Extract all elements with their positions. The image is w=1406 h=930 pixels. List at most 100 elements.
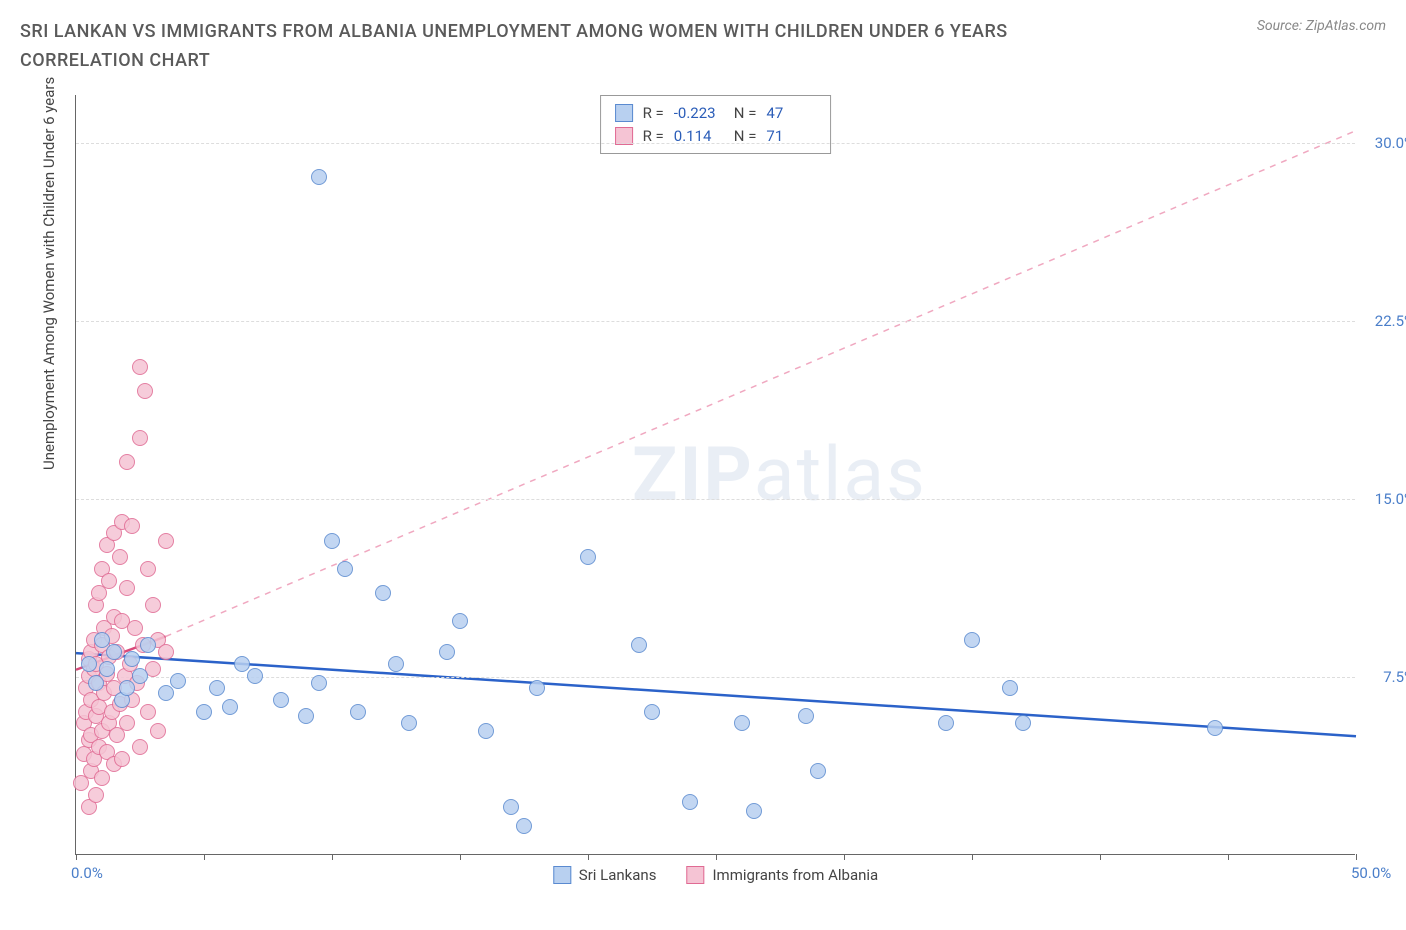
watermark: ZIPatlas	[632, 431, 927, 519]
y-tick-label: 30.0%	[1375, 134, 1406, 152]
scatter-point	[478, 723, 494, 739]
scatter-point	[1002, 680, 1018, 696]
scatter-point	[631, 637, 647, 653]
scatter-point	[1015, 715, 1031, 731]
scatter-point	[101, 573, 117, 589]
scatter-point	[127, 620, 143, 636]
x-tick-label: 0.0%	[71, 864, 103, 882]
scatter-point	[81, 656, 97, 672]
scatter-point	[938, 715, 954, 731]
scatter-point	[124, 518, 140, 534]
y-tick-label: 7.5%	[1383, 668, 1406, 686]
legend-item: Immigrants from Albania	[686, 866, 878, 884]
x-tick	[1228, 854, 1229, 860]
scatter-point	[798, 708, 814, 724]
stat-r-label: R =	[643, 125, 664, 148]
legend-swatch	[686, 866, 704, 884]
legend-label: Sri Lankans	[579, 866, 657, 884]
scatter-point	[132, 668, 148, 684]
trend-lines	[76, 95, 1355, 854]
scatter-point	[132, 359, 148, 375]
gridline	[76, 499, 1355, 500]
scatter-point	[158, 685, 174, 701]
scatter-point	[114, 751, 130, 767]
x-tick	[1356, 854, 1357, 860]
x-tick	[76, 854, 77, 860]
stat-n-label: N =	[734, 102, 757, 125]
scatter-point	[88, 675, 104, 691]
scatter-point	[158, 644, 174, 660]
scatter-plot: ZIPatlas R =-0.223N =47R =0.114N =71 Sri…	[75, 95, 1355, 855]
scatter-point	[132, 430, 148, 446]
stat-n-value: 71	[766, 125, 816, 148]
x-tick	[844, 854, 845, 860]
scatter-point	[324, 533, 340, 549]
legend-label: Immigrants from Albania	[712, 866, 878, 884]
scatter-point	[106, 644, 122, 660]
scatter-point	[439, 644, 455, 660]
scatter-point	[337, 561, 353, 577]
scatter-point	[388, 656, 404, 672]
x-tick	[716, 854, 717, 860]
scatter-point	[375, 585, 391, 601]
scatter-point	[298, 708, 314, 724]
y-tick-label: 22.5%	[1375, 312, 1406, 330]
x-tick-label: 50.0%	[1351, 864, 1391, 882]
scatter-point	[119, 680, 135, 696]
source-attribution: Source: ZipAtlas.com	[1257, 18, 1386, 34]
scatter-point	[1207, 720, 1223, 736]
stat-n-value: 47	[766, 102, 816, 125]
scatter-point	[145, 597, 161, 613]
scatter-point	[350, 704, 366, 720]
legend: Sri Lankans Immigrants from Albania	[553, 866, 878, 884]
scatter-point	[503, 799, 519, 815]
scatter-point	[746, 803, 762, 819]
scatter-point	[170, 673, 186, 689]
scatter-point	[88, 787, 104, 803]
scatter-point	[247, 668, 263, 684]
gridline	[76, 143, 1355, 144]
scatter-point	[209, 680, 225, 696]
stat-r-value: 0.114	[674, 125, 724, 148]
x-tick	[1100, 854, 1101, 860]
x-tick	[204, 854, 205, 860]
scatter-point	[682, 794, 698, 810]
scatter-point	[119, 715, 135, 731]
gridline	[76, 321, 1355, 322]
scatter-point	[273, 692, 289, 708]
scatter-point	[311, 169, 327, 185]
scatter-point	[158, 533, 174, 549]
stats-row: R = 0.114 N = 71	[615, 125, 817, 148]
scatter-point	[124, 651, 140, 667]
x-tick	[332, 854, 333, 860]
stats-row: R = -0.223 N = 47	[615, 102, 817, 125]
stat-n-label: N =	[734, 125, 757, 148]
scatter-point	[94, 632, 110, 648]
scatter-point	[94, 770, 110, 786]
scatter-point	[137, 383, 153, 399]
legend-swatch	[615, 104, 633, 122]
scatter-point	[119, 454, 135, 470]
scatter-point	[150, 723, 166, 739]
scatter-point	[140, 561, 156, 577]
legend-item: Sri Lankans	[553, 866, 657, 884]
scatter-point	[311, 675, 327, 691]
scatter-point	[580, 549, 596, 565]
legend-swatch	[553, 866, 571, 884]
scatter-point	[112, 549, 128, 565]
scatter-point	[234, 656, 250, 672]
stat-r-value: -0.223	[674, 102, 724, 125]
y-tick-label: 15.0%	[1375, 490, 1406, 508]
x-tick	[972, 854, 973, 860]
scatter-point	[222, 699, 238, 715]
scatter-point	[119, 580, 135, 596]
stat-r-label: R =	[643, 102, 664, 125]
scatter-point	[132, 739, 148, 755]
scatter-point	[964, 632, 980, 648]
x-tick	[588, 854, 589, 860]
y-axis-label: Unemployment Among Women with Children U…	[40, 77, 58, 470]
scatter-point	[99, 661, 115, 677]
scatter-point	[529, 680, 545, 696]
stats-legend-box: R = -0.223 N = 47 R = 0.114 N = 71	[600, 95, 832, 154]
scatter-point	[452, 613, 468, 629]
